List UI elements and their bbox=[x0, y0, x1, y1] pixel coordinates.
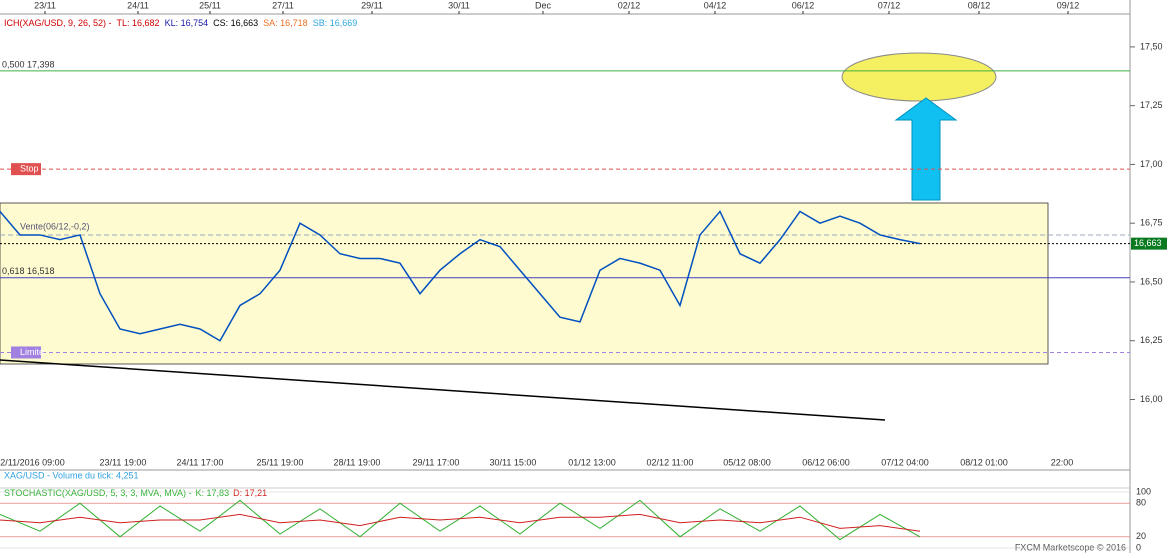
bottom-date: 29/11 17:00 bbox=[413, 457, 460, 467]
footer: FXCM Marketscope © 2016 bbox=[1015, 542, 1126, 552]
level-label: 0,618 16,518 bbox=[2, 266, 55, 276]
stoch-name: STOCHASTIC(XAG/USD, 5, 3, 3, MVA, MVA) - bbox=[4, 488, 192, 498]
top-date: 23/11 bbox=[34, 0, 56, 10]
top-date: 08/12 bbox=[968, 0, 991, 10]
bottom-date: 02/12 11:00 bbox=[647, 457, 694, 467]
bottom-date: 28/11 19:00 bbox=[334, 457, 381, 467]
top-date: 25/11 bbox=[199, 0, 221, 10]
target-ellipse bbox=[841, 52, 997, 102]
y-tick-label: 16,25 bbox=[1140, 335, 1163, 345]
y-tick-label: 17,00 bbox=[1140, 159, 1163, 169]
bottom-date: 08/12 01:00 bbox=[960, 457, 1008, 467]
level-tag bbox=[11, 163, 41, 176]
header-item: SB: 16,669 bbox=[313, 18, 358, 28]
stoch-d bbox=[0, 513, 921, 532]
top-date: 09/12 bbox=[1057, 0, 1080, 10]
top-date: 27/11 bbox=[272, 0, 294, 10]
level-label: 0,500 17,398 bbox=[2, 59, 55, 69]
up-arrow bbox=[894, 97, 958, 201]
bottom-date: 22:00 bbox=[1051, 457, 1074, 467]
stoch-tick-label: 80 bbox=[1136, 498, 1146, 508]
header-prefix: ICH(XAG/USD, 9, 26, 52) - bbox=[4, 18, 112, 28]
top-date: Dec bbox=[535, 0, 552, 10]
y-tick-label: 16,50 bbox=[1140, 276, 1163, 286]
top-date: 04/12 bbox=[704, 0, 727, 10]
top-date: 29/11 bbox=[361, 0, 383, 10]
header-item: SA: 16,718 bbox=[263, 18, 308, 28]
stoch-k: K: 17,83 bbox=[196, 488, 230, 498]
top-date: 06/12 bbox=[792, 0, 815, 10]
top-date: 30/11 bbox=[448, 0, 470, 10]
bottom-date: 06/12 06:00 bbox=[802, 457, 850, 467]
volume-label: XAG/USD - Volume du tick: 4,251 bbox=[4, 470, 139, 480]
bottom-date: 01/12 13:00 bbox=[568, 457, 616, 467]
indicator-header: ICH(XAG/USD, 9, 26, 52) - TL: 16,682 KL: 1… bbox=[4, 18, 357, 28]
trend-line bbox=[0, 359, 886, 421]
current-label: 16,663 bbox=[1134, 238, 1162, 248]
bottom-date: 07/12 04:00 bbox=[881, 457, 929, 467]
bottom-date: 22/11/2016 09:00 bbox=[0, 457, 65, 467]
stoch-tick-label: 20 bbox=[1136, 531, 1146, 541]
stoch-label: STOCHASTIC(XAG/USD, 5, 3, 3, MVA, MVA) -… bbox=[4, 488, 267, 498]
header-item: KL: 16,754 bbox=[165, 18, 209, 28]
level-label: Limite bbox=[20, 347, 44, 357]
y-tick-label: 17,50 bbox=[1140, 41, 1163, 51]
header-item: CS: 16,663 bbox=[213, 18, 258, 28]
bottom-date: 24/11 17:00 bbox=[177, 457, 224, 467]
y-tick-label: 17,25 bbox=[1140, 100, 1163, 110]
y-tick-label: 16,00 bbox=[1140, 394, 1163, 404]
bottom-date: 25/11 19:00 bbox=[257, 457, 304, 467]
top-date: 24/11 bbox=[127, 0, 149, 10]
header-item: TL: 16,682 bbox=[117, 18, 160, 28]
y-tick-label: 16,75 bbox=[1140, 218, 1163, 228]
stoch-tick-label: 0 bbox=[1136, 542, 1141, 552]
range-box bbox=[0, 202, 1049, 365]
top-date: 07/12 bbox=[878, 0, 901, 10]
order-label: Vente(06/12,-0,2) bbox=[20, 221, 90, 231]
stoch-d: D: 17,21 bbox=[233, 488, 267, 498]
bottom-date: 30/11 15:00 bbox=[490, 457, 537, 467]
top-date: 02/12 bbox=[618, 0, 641, 10]
bottom-date: 05/12 08:00 bbox=[723, 457, 771, 467]
current-tag bbox=[1131, 237, 1167, 250]
level-tag bbox=[11, 346, 41, 359]
stoch-tick-label: 100 bbox=[1136, 486, 1151, 496]
bottom-date: 23/11 19:00 bbox=[100, 457, 147, 467]
price-line bbox=[0, 210, 921, 342]
level-label: Stop bbox=[20, 164, 39, 174]
